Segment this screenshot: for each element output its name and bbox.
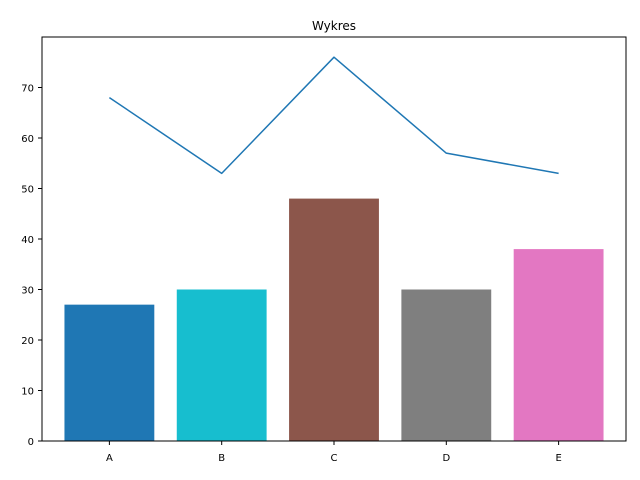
bar-b (176, 289, 267, 441)
bar-c (289, 198, 379, 441)
line-series (108, 56, 559, 175)
x-tick-label: A (106, 453, 113, 464)
chart-title: Wykres (312, 19, 356, 33)
line-series-path (108, 56, 559, 175)
y-tick-label: 70 (21, 84, 34, 95)
x-tick-label: C (331, 453, 338, 464)
y-tick-label: 0 (28, 437, 34, 448)
y-tick-label: 20 (21, 336, 34, 347)
y-tick-label: 50 (21, 185, 34, 196)
bar-series (64, 198, 604, 441)
bar-a (64, 304, 155, 441)
y-tick-label: 60 (21, 134, 34, 145)
y-tick-label: 10 (21, 387, 34, 398)
y-tick-label: 30 (21, 286, 34, 297)
bar-d (401, 289, 492, 441)
bar-e (513, 249, 604, 441)
x-tick-label: B (218, 453, 225, 464)
x-tick-label: D (442, 453, 450, 464)
y-tick-label: 40 (21, 235, 34, 246)
x-tick-label: E (555, 453, 561, 464)
axes: A B C D E 0 10 20 30 40 50 60 70 (21, 36, 627, 464)
